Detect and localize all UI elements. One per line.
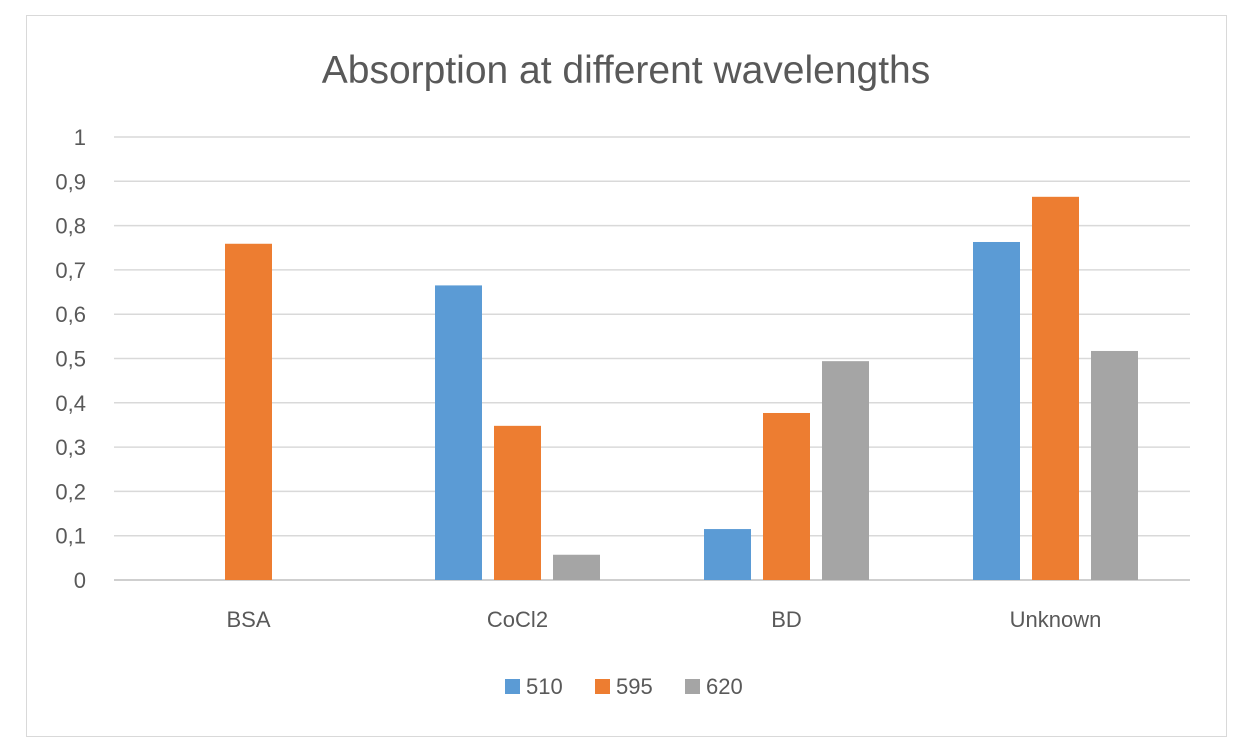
chart-title: Absorption at different wavelengths bbox=[322, 49, 931, 92]
bar-bd-510 bbox=[704, 529, 751, 580]
legend-label-620: 620 bbox=[706, 674, 743, 699]
bar-unknown-595 bbox=[1032, 196, 1079, 580]
y-tick-label: 0,2 bbox=[55, 479, 86, 504]
y-tick-label: 1 bbox=[74, 125, 86, 150]
x-tick-label: BSA bbox=[226, 607, 270, 632]
y-tick-label: 0,5 bbox=[55, 347, 86, 372]
legend-swatch-510 bbox=[505, 679, 520, 694]
bar-cocl2-595 bbox=[494, 425, 541, 580]
legend: 510 595 620 bbox=[505, 674, 743, 699]
bar-cocl2-510 bbox=[435, 285, 482, 580]
bar-bd-620 bbox=[822, 361, 869, 580]
x-tick-label: CoCl2 bbox=[487, 607, 548, 632]
y-tick-label: 0,9 bbox=[55, 169, 86, 194]
legend-label-510: 510 bbox=[526, 674, 563, 699]
y-axis-tick-labels: 0 0,1 0,2 0,3 0,4 0,5 0,6 0,7 0,8 0,9 1 bbox=[55, 125, 86, 593]
y-tick-label: 0,8 bbox=[55, 214, 86, 239]
bar-cocl2-620 bbox=[553, 554, 600, 580]
bar-unknown-510 bbox=[973, 241, 1020, 580]
y-tick-label: 0,3 bbox=[55, 435, 86, 460]
y-tick-label: 0,7 bbox=[55, 258, 86, 283]
bar-bd-595 bbox=[763, 412, 810, 580]
bar-unknown-620 bbox=[1091, 350, 1138, 580]
y-tick-label: 0,4 bbox=[55, 391, 86, 416]
y-tick-label: 0,6 bbox=[55, 302, 86, 327]
x-tick-label: Unknown bbox=[1010, 607, 1102, 632]
x-tick-label: BD bbox=[771, 607, 802, 632]
gridlines bbox=[114, 136, 1190, 581]
bars bbox=[225, 196, 1138, 580]
y-tick-label: 0,1 bbox=[55, 524, 86, 549]
legend-label-595: 595 bbox=[616, 674, 653, 699]
legend-swatch-620 bbox=[685, 679, 700, 694]
y-tick-label: 0 bbox=[74, 568, 86, 593]
bar-bsa-595 bbox=[225, 243, 272, 580]
x-axis-tick-labels: BSA CoCl2 BD Unknown bbox=[226, 607, 1101, 632]
legend-swatch-595 bbox=[595, 679, 610, 694]
